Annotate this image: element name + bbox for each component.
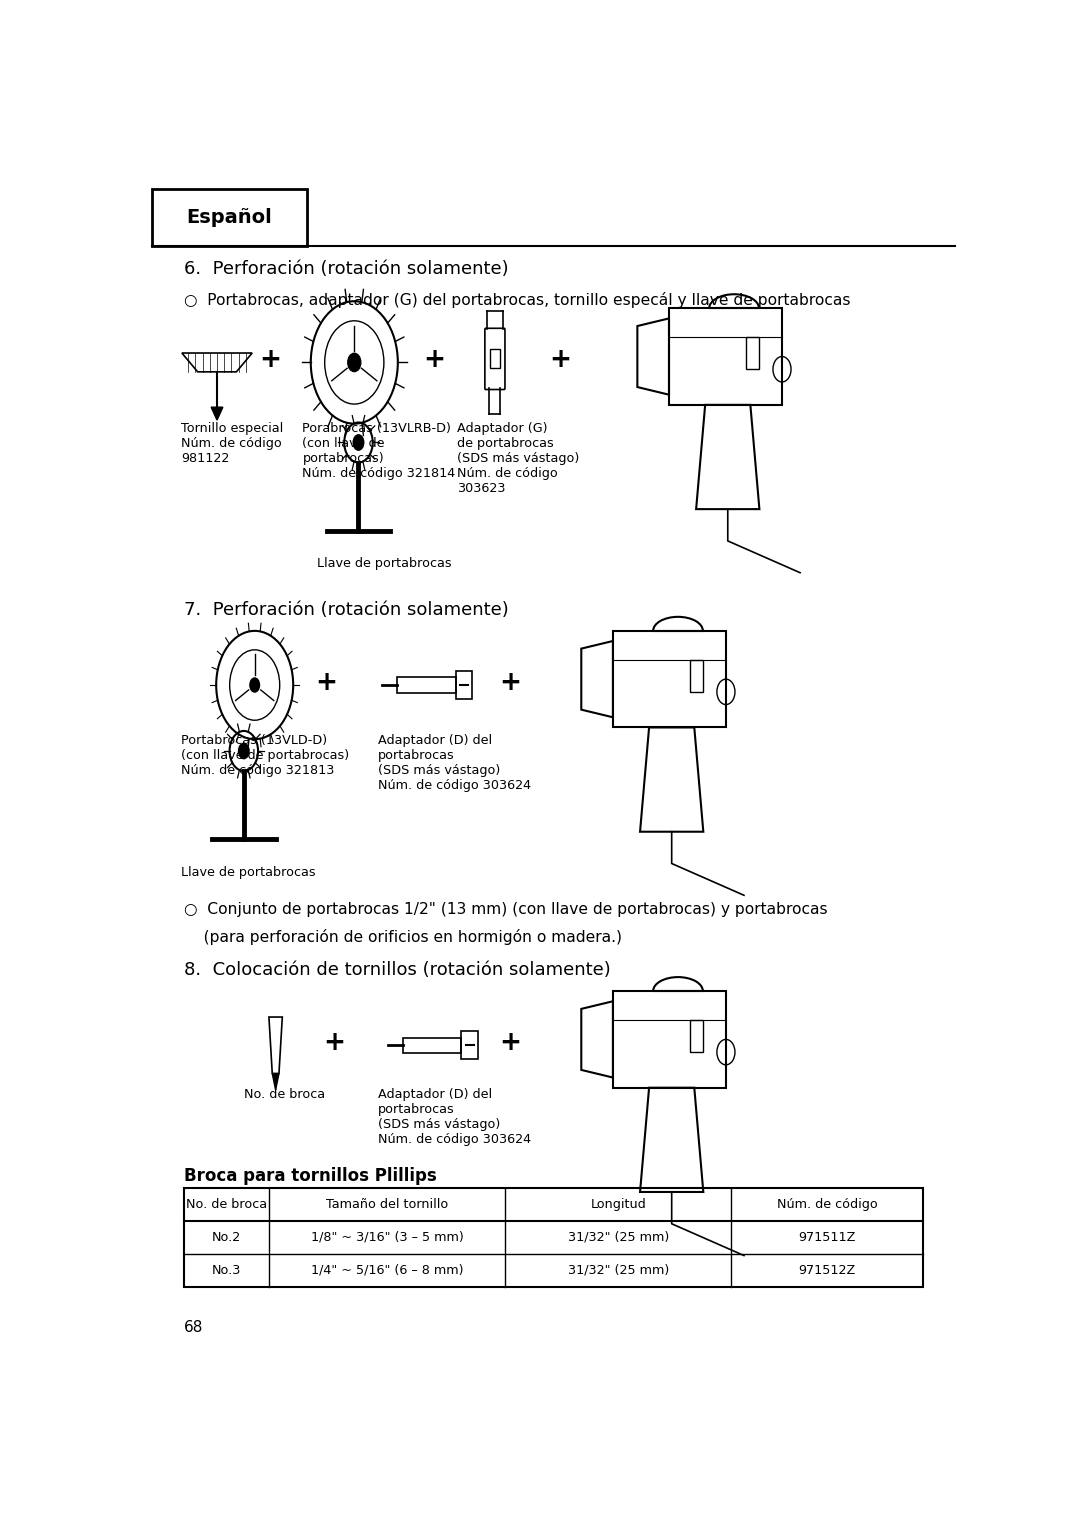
Text: No.3: No.3 <box>212 1263 241 1277</box>
Bar <box>403 1038 461 1053</box>
Text: ○  Portabrocas, adaptador (G) del portabrocas, tornillo especál y llave de porta: ○ Portabrocas, adaptador (G) del portabr… <box>184 292 850 307</box>
Text: Adaptador (D) del
portabrocas
(SDS más vástago)
Núm. de código 303624: Adaptador (D) del portabrocas (SDS más v… <box>378 1087 531 1145</box>
Text: 8.  Colocación de tornillos (rotación solamente): 8. Colocación de tornillos (rotación sol… <box>184 960 610 979</box>
Bar <box>184 1188 923 1286</box>
Text: 971512Z: 971512Z <box>798 1263 856 1277</box>
Bar <box>397 677 456 693</box>
Circle shape <box>352 434 364 451</box>
Text: Español: Español <box>186 208 272 228</box>
Text: +: + <box>499 1031 521 1057</box>
Text: Porabrocas (13VLRB-D)
(con llave de
portabrocas)
Núm. de código 321814: Porabrocas (13VLRB-D) (con llave de port… <box>302 422 456 480</box>
Circle shape <box>348 353 361 372</box>
Text: 6.  Perforación (rotación solamente): 6. Perforación (rotación solamente) <box>184 260 509 278</box>
Bar <box>461 1031 478 1060</box>
Text: +: + <box>423 347 446 373</box>
Text: +: + <box>315 670 337 696</box>
Polygon shape <box>272 1073 279 1090</box>
Text: 971511Z: 971511Z <box>798 1231 856 1243</box>
Text: Tamaño del tornillo: Tamaño del tornillo <box>326 1197 448 1211</box>
Text: +: + <box>259 347 282 373</box>
Text: 1/8" ~ 3/16" (3 – 5 mm): 1/8" ~ 3/16" (3 – 5 mm) <box>311 1231 463 1243</box>
Text: Adaptador (D) del
portabrocas
(SDS más vástago)
Núm. de código 303624: Adaptador (D) del portabrocas (SDS más v… <box>378 734 531 792</box>
Polygon shape <box>212 407 222 420</box>
Text: 31/32" (25 mm): 31/32" (25 mm) <box>568 1263 669 1277</box>
Text: Tornillo especial
Núm. de código
981122: Tornillo especial Núm. de código 981122 <box>181 422 283 465</box>
Bar <box>690 661 703 691</box>
Text: Adaptador (G)
de portabrocas
(SDS más vástago)
Núm. de código
303623: Adaptador (G) de portabrocas (SDS más vá… <box>457 422 580 495</box>
Text: +: + <box>550 347 571 373</box>
Text: Llave de portabrocas: Llave de portabrocas <box>318 557 453 570</box>
Bar <box>746 338 759 370</box>
Text: 7.  Perforación (rotación solamente): 7. Perforación (rotación solamente) <box>184 601 509 619</box>
Text: 31/32" (25 mm): 31/32" (25 mm) <box>568 1231 669 1243</box>
Text: ○  Conjunto de portabrocas 1/2" (13 mm) (con llave de portabrocas) y portabrocas: ○ Conjunto de portabrocas 1/2" (13 mm) (… <box>184 902 827 917</box>
Text: No.2: No.2 <box>212 1231 241 1243</box>
Text: No. de broca: No. de broca <box>244 1087 325 1101</box>
Bar <box>490 350 500 368</box>
Text: Núm. de código: Núm. de código <box>777 1197 878 1211</box>
Text: (para perforación de orificios en hormigón o madera.): (para perforación de orificios en hormig… <box>184 928 622 945</box>
Text: No. de broca: No. de broca <box>186 1197 267 1211</box>
Text: Longitud: Longitud <box>591 1197 646 1211</box>
Bar <box>151 190 307 246</box>
Circle shape <box>249 677 260 693</box>
Text: +: + <box>499 670 521 696</box>
Text: Portabrocas (13VLD-D)
(con llave de portabrocas)
Núm. de código 321813: Portabrocas (13VLD-D) (con llave de port… <box>181 734 349 777</box>
Circle shape <box>238 743 249 760</box>
Text: Broca para tornillos Plillips: Broca para tornillos Plillips <box>184 1167 436 1185</box>
Bar <box>456 671 472 699</box>
Text: 1/4" ~ 5/16" (6 – 8 mm): 1/4" ~ 5/16" (6 – 8 mm) <box>311 1263 463 1277</box>
Text: 68: 68 <box>184 1320 203 1335</box>
Text: +: + <box>323 1031 346 1057</box>
Bar <box>690 1020 703 1052</box>
Text: Llave de portabrocas: Llave de portabrocas <box>181 867 315 879</box>
